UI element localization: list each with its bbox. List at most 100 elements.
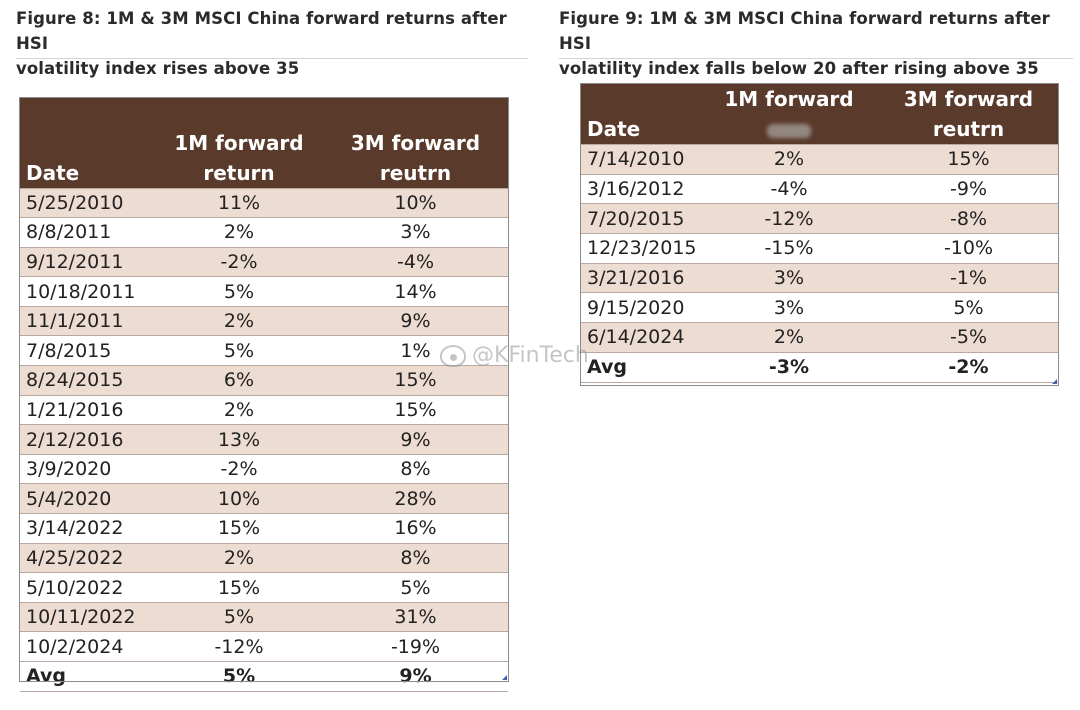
3m-return-cell: 14%	[323, 276, 508, 307]
3m-return-cell: 15%	[879, 144, 1058, 175]
1m-return-cell: -2%	[155, 246, 323, 278]
average-1m-return: 5%	[155, 661, 323, 692]
table-row: 6/14/2024 2% -5%	[581, 322, 1058, 353]
date-cell: 10/2/2024	[20, 631, 155, 662]
figure9-header-1m: 1M forward	[699, 84, 879, 145]
1m-return-cell: 11%	[155, 187, 323, 219]
date-cell: 5/10/2022	[20, 572, 155, 603]
3m-return-cell: 28%	[323, 483, 508, 515]
figure8-header-1m-line1: 1M forward	[174, 130, 304, 155]
1m-return-cell: 5%	[155, 601, 323, 633]
figure8-header-date: Date	[20, 98, 155, 188]
table-row: 7/14/2010 2% 15%	[581, 144, 1058, 175]
1m-return-cell: 15%	[155, 572, 323, 603]
average-row: Avg -3% -2%	[581, 351, 1058, 383]
table-row: 3/14/2022 15% 16%	[20, 513, 508, 544]
figure9-title-line1: Figure 9: 1M & 3M MSCI China forward ret…	[559, 9, 1050, 53]
figure8-header-3m-line1: 3M forward	[350, 130, 481, 155]
1m-return-cell: 15%	[155, 513, 323, 544]
table-row: 3/21/2016 3% -1%	[581, 262, 1058, 294]
3m-return-cell: 5%	[879, 292, 1058, 324]
table-row: 5/10/2022 15% 5%	[20, 572, 508, 603]
table-row: 9/15/2020 3% 5%	[581, 292, 1058, 324]
average-label: Avg	[581, 351, 699, 383]
watermark: @KFinTech	[440, 343, 589, 368]
1m-return-cell: -12%	[699, 203, 879, 235]
date-cell: 5/4/2020	[20, 483, 155, 515]
3m-return-cell: 10%	[323, 187, 508, 219]
table-row: 5/4/2020 10% 28%	[20, 483, 508, 515]
table-row: 4/25/2022 2% 8%	[20, 542, 508, 574]
blurred-text	[767, 123, 811, 138]
1m-return-cell: 3%	[699, 292, 879, 324]
date-cell: 9/12/2011	[20, 246, 155, 278]
3m-return-cell: -5%	[879, 322, 1058, 353]
date-cell: 3/14/2022	[20, 513, 155, 544]
table-row: 8/24/2015 6% 15%	[20, 365, 508, 396]
date-cell: 1/21/2016	[20, 394, 155, 426]
table-row: 8/8/2011 2% 3%	[20, 217, 508, 248]
1m-return-cell: 10%	[155, 483, 323, 515]
3m-return-cell: 8%	[323, 453, 508, 485]
figure9-title-line2: volatility index falls below 20 after ri…	[559, 59, 1039, 78]
3m-return-cell: 16%	[323, 513, 508, 544]
1m-return-cell: -12%	[155, 631, 323, 662]
1m-return-cell: -15%	[699, 233, 879, 264]
1m-return-cell: 2%	[155, 305, 323, 337]
date-cell: 9/15/2020	[581, 292, 699, 324]
table-row: 1/21/2016 2% 15%	[20, 394, 508, 426]
figure8-divider	[16, 58, 528, 59]
3m-return-cell: 3%	[323, 217, 508, 248]
figure8-title-line2: volatility index rises above 35	[16, 59, 300, 78]
date-cell: 7/8/2015	[20, 335, 155, 367]
figure8-header-3m-line2: reutrn	[379, 160, 452, 185]
1m-return-cell: 6%	[155, 365, 323, 396]
figure8-resize-handle	[502, 675, 507, 680]
average-1m-return: -3%	[699, 351, 879, 383]
1m-return-cell: -4%	[699, 173, 879, 205]
1m-return-cell: 2%	[155, 542, 323, 574]
3m-return-cell: 9%	[323, 305, 508, 337]
date-cell: 3/16/2012	[581, 173, 699, 205]
3m-return-cell: -10%	[879, 233, 1058, 264]
average-row: Avg 5% 9%	[20, 661, 508, 692]
1m-return-cell: 2%	[699, 322, 879, 353]
figure9-header-row: Date 1M forward 3M forward reutrn	[581, 84, 1058, 145]
table-row: 7/20/2015 -12% -8%	[581, 203, 1058, 235]
weibo-icon	[440, 344, 466, 367]
figure8-header-row: Date 1M forward return 3M forward reutrn	[20, 98, 508, 188]
figure9-header-3m: 3M forward reutrn	[879, 84, 1058, 145]
3m-return-cell: -19%	[323, 631, 508, 662]
date-cell: 11/1/2011	[20, 305, 155, 337]
date-cell: 7/20/2015	[581, 203, 699, 235]
figure9-header-3m-line1: 3M forward	[903, 87, 1034, 111]
1m-return-cell: 2%	[699, 144, 879, 175]
1m-return-cell: -2%	[155, 453, 323, 485]
3m-return-cell: 15%	[323, 394, 508, 426]
table-row: 12/23/2015 -15% -10%	[581, 233, 1058, 264]
1m-return-cell: 5%	[155, 335, 323, 367]
date-cell: 2/12/2016	[20, 424, 155, 455]
3m-return-cell: -1%	[879, 262, 1058, 294]
date-cell: 10/18/2011	[20, 276, 155, 307]
date-cell: 3/9/2020	[20, 453, 155, 485]
date-cell: 5/25/2010	[20, 187, 155, 219]
date-cell: 8/24/2015	[20, 365, 155, 396]
figure9-header-3m-line2: reutrn	[932, 117, 1005, 141]
average-3m-return: -2%	[879, 351, 1058, 383]
3m-return-cell: 1%	[323, 335, 508, 367]
1m-return-cell: 5%	[155, 276, 323, 307]
date-cell: 6/14/2024	[581, 322, 699, 353]
figure9-header-1m-line2	[705, 114, 873, 144]
3m-return-cell: 5%	[323, 572, 508, 603]
date-cell: 4/25/2022	[20, 542, 155, 574]
average-label: Avg	[20, 661, 155, 692]
figure9-resize-handle	[1052, 379, 1057, 384]
figure9-header-1m-line1: 1M forward	[724, 87, 854, 111]
table-row: 5/25/2010 11% 10%	[20, 187, 508, 219]
3m-return-cell: -9%	[879, 173, 1058, 205]
3m-return-cell: 9%	[323, 424, 508, 455]
date-cell: 3/21/2016	[581, 262, 699, 294]
average-3m-return: 9%	[323, 661, 508, 692]
figure8-header-3m: 3M forward reutrn	[323, 98, 508, 188]
